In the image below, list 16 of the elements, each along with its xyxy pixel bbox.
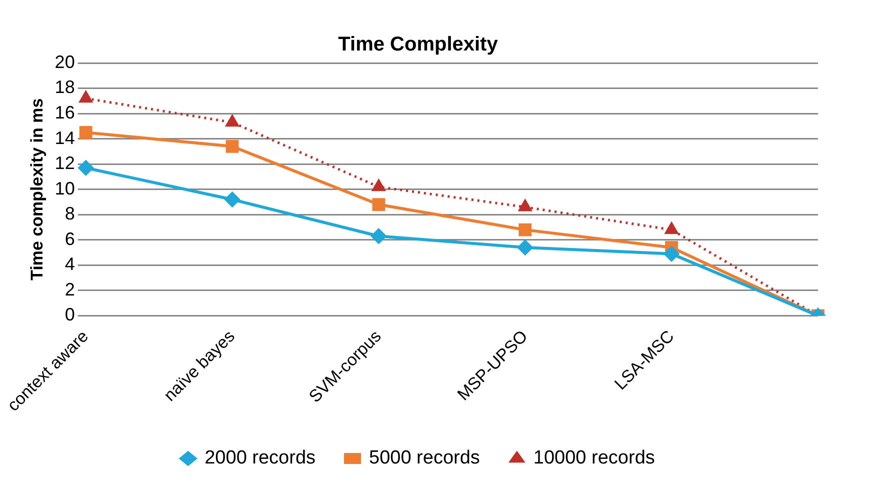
y-tick-label: 8 — [64, 204, 75, 224]
y-tick-label: 12 — [54, 153, 75, 174]
legend-label: 2000 records — [204, 448, 316, 469]
legend-label: 5000 records — [369, 448, 480, 469]
y-tick-label: 6 — [64, 228, 75, 249]
y-tick-label: 4 — [64, 254, 75, 274]
y-tick-label: 18 — [54, 77, 75, 98]
y-tick-label: 10 — [54, 178, 75, 198]
chart-title: Time Complexity — [338, 34, 499, 56]
legend-label: 10000 records — [533, 448, 655, 469]
y-tick-label: 2 — [64, 279, 75, 300]
y-axis-title: Time complexity in ms — [27, 98, 46, 280]
y-tick-label: 14 — [54, 128, 75, 148]
y-tick-label: 20 — [54, 52, 75, 72]
y-tick-label: 0 — [64, 304, 75, 325]
y-tick-label: 16 — [54, 102, 75, 123]
